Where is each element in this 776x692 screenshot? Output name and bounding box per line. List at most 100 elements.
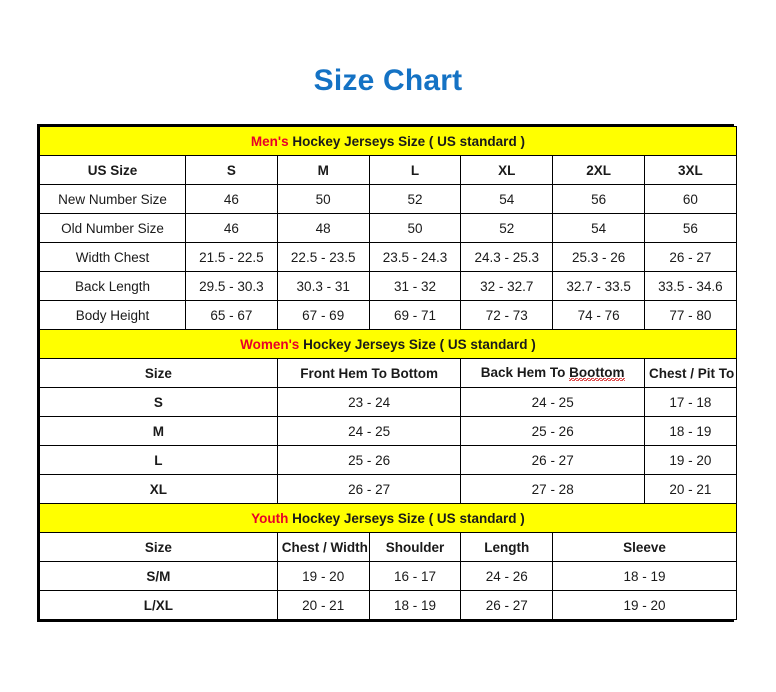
table-row: XL 26 - 27 27 - 28 20 - 21	[39, 474, 737, 504]
womens-row-label-xl: XL	[39, 474, 278, 504]
mens-cell: 46	[185, 184, 278, 214]
womens-cell: 25 - 26	[460, 416, 645, 446]
page-title: Size Chart	[313, 64, 463, 97]
youth-cell: 19 - 20	[552, 590, 737, 620]
youth-banner-accent: Youth	[251, 510, 289, 526]
womens-row-label-s: S	[39, 387, 278, 417]
womens-col-header-misspelled-word: Boottom	[569, 365, 625, 381]
mens-banner-accent: Men's	[250, 133, 289, 149]
mens-cell: 26 - 27	[643, 242, 737, 272]
youth-cell: 26 - 27	[460, 590, 554, 620]
womens-banner-row: Women's Hockey Jerseys Size ( US standar…	[39, 329, 737, 359]
mens-header-row: US Size S M L XL 2XL 3XL	[39, 155, 737, 185]
mens-cell: 56	[552, 184, 645, 214]
womens-col-header-chest-pit-to-pit: Chest / Pit To Pit	[643, 358, 737, 388]
youth-header-row: Size Chest / Width Shoulder Length Sleev…	[39, 532, 737, 562]
womens-cell: 17 - 18	[643, 387, 737, 417]
mens-col-header-us-size: US Size	[39, 155, 186, 185]
mens-row-label-body-height: Body Height	[39, 300, 186, 330]
mens-row-label-new-number-size: New Number Size	[39, 184, 186, 214]
size-chart-table: Men's Hockey Jerseys Size ( US standard …	[39, 126, 737, 620]
youth-cell: 18 - 19	[552, 561, 737, 591]
womens-cell: 23 - 24	[276, 387, 462, 417]
mens-cell: 52	[368, 184, 462, 214]
youth-banner-rest: Hockey Jerseys Size ( US standard )	[288, 510, 525, 526]
mens-cell: 32 - 32.7	[460, 271, 554, 301]
mens-cell: 30.3 - 31	[276, 271, 370, 301]
mens-cell: 50	[276, 184, 370, 214]
youth-col-header-chest-width: Chest / Width	[276, 532, 370, 562]
womens-row-label-l: L	[39, 445, 278, 475]
youth-cell: 19 - 20	[276, 561, 370, 591]
womens-cell: 26 - 27	[460, 445, 645, 475]
mens-cell: 52	[460, 213, 554, 243]
mens-section-banner: Men's Hockey Jerseys Size ( US standard …	[39, 126, 737, 156]
page-title-container: Size Chart	[0, 64, 776, 98]
youth-row-label-sm: S/M	[39, 561, 278, 591]
mens-row-label-old-number-size: Old Number Size	[39, 213, 186, 243]
mens-col-header-3xl: 3XL	[643, 155, 737, 185]
mens-col-header-2xl: 2XL	[552, 155, 645, 185]
table-row: Old Number Size 46 48 50 52 54 56	[39, 213, 737, 243]
youth-cell: 18 - 19	[368, 590, 462, 620]
table-row: Width Chest 21.5 - 22.5 22.5 - 23.5 23.5…	[39, 242, 737, 272]
mens-cell: 22.5 - 23.5	[276, 242, 370, 272]
mens-cell: 33.5 - 34.6	[643, 271, 737, 301]
womens-cell: 25 - 26	[276, 445, 462, 475]
mens-cell: 24.3 - 25.3	[460, 242, 554, 272]
mens-cell: 54	[460, 184, 554, 214]
mens-cell: 31 - 32	[368, 271, 462, 301]
youth-cell: 24 - 26	[460, 561, 554, 591]
mens-cell: 50	[368, 213, 462, 243]
table-row: Body Height 65 - 67 67 - 69 69 - 71 72 -…	[39, 300, 737, 330]
table-row: S/M 19 - 20 16 - 17 24 - 26 18 - 19	[39, 561, 737, 591]
mens-cell: 46	[185, 213, 278, 243]
mens-cell: 69 - 71	[368, 300, 462, 330]
size-chart-table-block: Men's Hockey Jerseys Size ( US standard …	[37, 124, 737, 622]
mens-cell: 60	[643, 184, 737, 214]
mens-cell: 32.7 - 33.5	[552, 271, 645, 301]
mens-cell: 48	[276, 213, 370, 243]
table-row: S 23 - 24 24 - 25 17 - 18	[39, 387, 737, 417]
mens-banner-row: Men's Hockey Jerseys Size ( US standard …	[39, 126, 737, 156]
youth-row-label-lxl: L/XL	[39, 590, 278, 620]
youth-cell: 20 - 21	[276, 590, 370, 620]
mens-banner-rest: Hockey Jerseys Size ( US standard )	[288, 133, 525, 149]
mens-cell: 67 - 69	[276, 300, 370, 330]
youth-col-header-sleeve: Sleeve	[552, 532, 737, 562]
womens-header-row: Size Front Hem To Bottom Back Hem To Boo…	[39, 358, 737, 388]
table-row: L 25 - 26 26 - 27 19 - 20	[39, 445, 737, 475]
mens-row-label-back-length: Back Length	[39, 271, 186, 301]
womens-col-header-back-hem-prefix: Back Hem To	[480, 365, 570, 380]
youth-col-header-size: Size	[39, 532, 278, 562]
womens-banner-accent: Women's	[240, 336, 300, 352]
womens-row-label-m: M	[39, 416, 278, 446]
table-row: Back Length 29.5 - 30.3 30.3 - 31 31 - 3…	[39, 271, 737, 301]
youth-col-header-length: Length	[460, 532, 554, 562]
mens-cell: 29.5 - 30.3	[185, 271, 278, 301]
mens-cell: 77 - 80	[643, 300, 737, 330]
womens-banner-rest: Hockey Jerseys Size ( US standard )	[299, 336, 536, 352]
mens-cell: 25.3 - 26	[552, 242, 645, 272]
mens-cell: 54	[552, 213, 645, 243]
mens-cell: 56	[643, 213, 737, 243]
mens-row-label-width-chest: Width Chest	[39, 242, 186, 272]
mens-cell: 72 - 73	[460, 300, 554, 330]
mens-col-header-s: S	[185, 155, 278, 185]
mens-col-header-l: L	[368, 155, 462, 185]
table-row: L/XL 20 - 21 18 - 19 26 - 27 19 - 20	[39, 590, 737, 620]
mens-cell: 21.5 - 22.5	[185, 242, 278, 272]
womens-cell: 27 - 28	[460, 474, 645, 504]
womens-cell: 20 - 21	[643, 474, 737, 504]
womens-section-banner: Women's Hockey Jerseys Size ( US standar…	[39, 329, 737, 359]
youth-section-banner: Youth Hockey Jerseys Size ( US standard …	[39, 503, 737, 533]
womens-cell: 18 - 19	[643, 416, 737, 446]
womens-cell: 24 - 25	[460, 387, 645, 417]
womens-cell: 19 - 20	[643, 445, 737, 475]
mens-col-header-m: M	[276, 155, 370, 185]
table-row: M 24 - 25 25 - 26 18 - 19	[39, 416, 737, 446]
mens-col-header-xl: XL	[460, 155, 554, 185]
youth-banner-row: Youth Hockey Jerseys Size ( US standard …	[39, 503, 737, 533]
womens-col-header-size: Size	[39, 358, 278, 388]
